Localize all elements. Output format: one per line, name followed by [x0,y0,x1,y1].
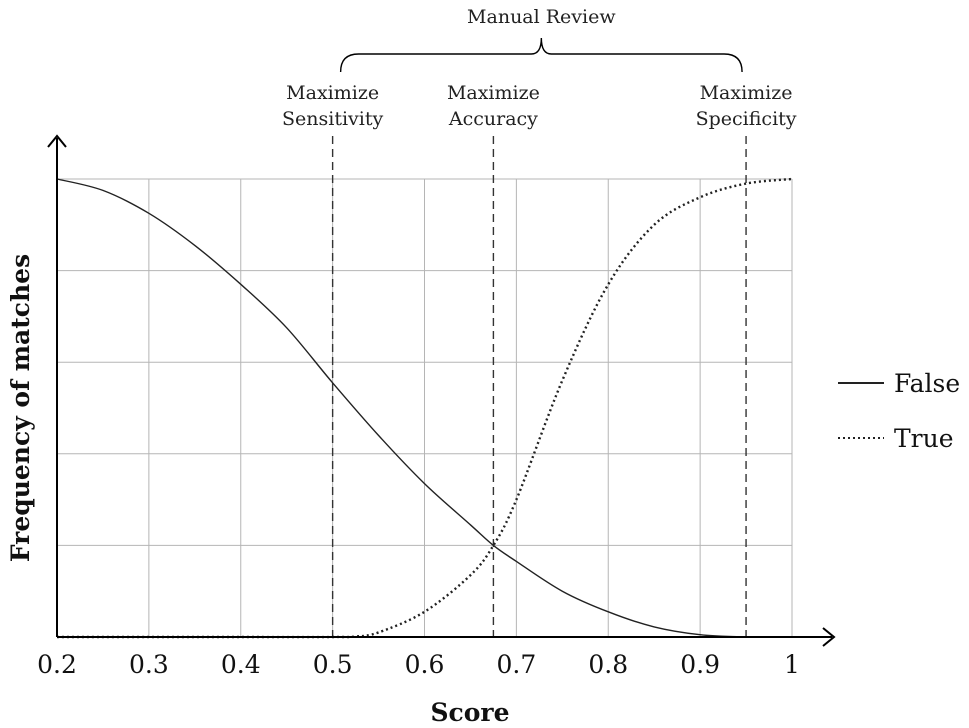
x-tick-label: 0.3 [129,650,169,679]
manual-review-bracket: Manual Review [339,6,743,73]
legend-label-false: False [894,369,960,398]
threshold-label-line: Sensitivity [282,108,383,130]
x-tick-label: 0.4 [221,650,261,679]
threshold-label-line: Specificity [696,108,797,130]
y-axis-arrow [47,134,67,148]
legend: False True [838,369,960,453]
x-tick-labels: 0.2 0.3 0.4 0.5 0.6 0.7 0.8 0.9 1 [37,650,800,679]
x-tick-label: 0.5 [313,650,353,679]
x-tick-label: 0.7 [496,650,536,679]
bracket-path [339,37,743,73]
x-tick-label: 0.8 [588,650,628,679]
axes [47,134,836,647]
x-tick-label: 0.2 [37,650,77,679]
legend-label-true: True [894,424,954,453]
grid [56,178,793,638]
x-tick-label: 0.9 [680,650,720,679]
threshold-lines [331,136,747,637]
series-line-false [56,178,793,638]
x-tick-label: 1 [784,650,800,679]
x-tick-label: 0.6 [405,650,445,679]
bracket-label: Manual Review [467,6,616,28]
x-axis-arrow [822,627,836,647]
threshold-labels: Maximize Sensitivity Maximize Accuracy Maxim… [282,82,797,130]
threshold-label-line: Maximize [447,82,540,104]
y-axis-title: Frequency of matches [6,254,35,562]
threshold-label-line: Maximize [700,82,793,104]
threshold-label-line: Maximize [286,82,379,104]
x-axis-title: Score [430,698,509,727]
threshold-label-line: Accuracy [448,108,538,130]
